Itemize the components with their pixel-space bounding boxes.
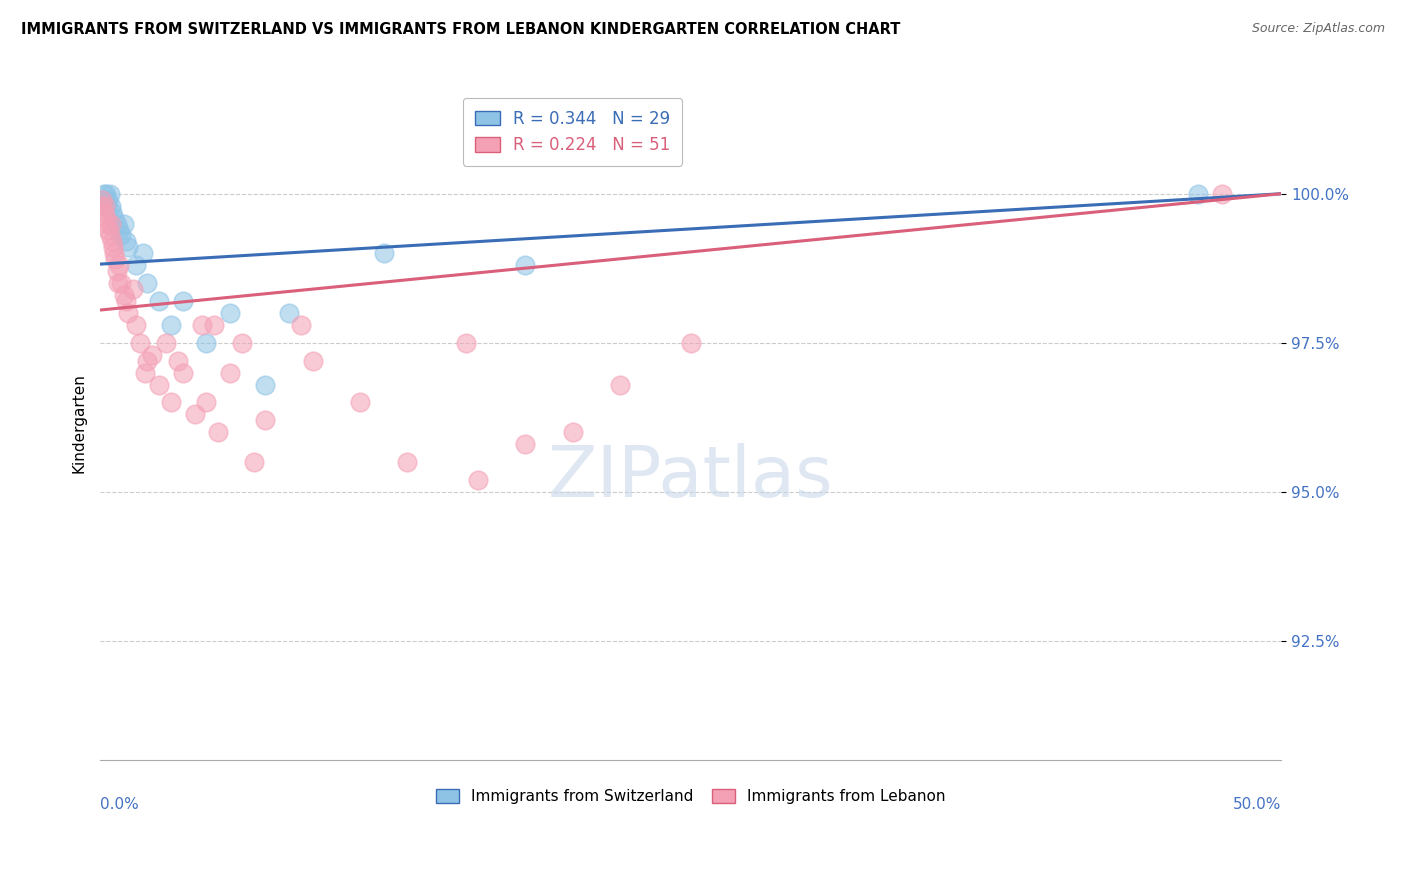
Point bbox=[105, 264, 128, 278]
Point bbox=[101, 240, 124, 254]
Y-axis label: Kindergarten: Kindergarten bbox=[72, 374, 86, 474]
Point bbox=[90, 199, 112, 213]
Point bbox=[301, 353, 323, 368]
Point bbox=[373, 246, 395, 260]
Point bbox=[136, 353, 159, 368]
Point bbox=[97, 193, 120, 207]
Point bbox=[160, 318, 183, 332]
Point bbox=[103, 246, 125, 260]
Point bbox=[94, 211, 117, 225]
Point bbox=[134, 366, 156, 380]
Point bbox=[219, 366, 242, 380]
Point bbox=[94, 199, 117, 213]
Point bbox=[104, 252, 127, 267]
Point bbox=[97, 222, 120, 236]
Point bbox=[136, 276, 159, 290]
Point bbox=[290, 318, 312, 332]
Point bbox=[609, 377, 631, 392]
Point bbox=[115, 294, 138, 309]
Point bbox=[172, 294, 194, 309]
Point bbox=[131, 246, 153, 260]
Point bbox=[148, 294, 170, 309]
Point bbox=[195, 395, 218, 409]
Point bbox=[515, 437, 537, 451]
Point bbox=[112, 288, 135, 302]
Point bbox=[112, 217, 135, 231]
Point bbox=[110, 228, 132, 243]
Point bbox=[456, 335, 478, 350]
Point bbox=[254, 377, 277, 392]
Point bbox=[278, 306, 301, 320]
Text: ZIPatlas: ZIPatlas bbox=[548, 442, 834, 512]
Point bbox=[467, 473, 489, 487]
Point bbox=[141, 348, 163, 362]
Point bbox=[172, 366, 194, 380]
Text: 0.0%: 0.0% bbox=[100, 797, 139, 813]
Point bbox=[107, 276, 129, 290]
Legend: Immigrants from Switzerland, Immigrants from Lebanon: Immigrants from Switzerland, Immigrants … bbox=[426, 780, 955, 814]
Point bbox=[100, 217, 122, 231]
Point bbox=[115, 235, 138, 249]
Point bbox=[148, 377, 170, 392]
Point bbox=[96, 199, 118, 213]
Point bbox=[129, 335, 152, 350]
Point bbox=[155, 335, 177, 350]
Point bbox=[195, 335, 218, 350]
Point bbox=[93, 204, 115, 219]
Point bbox=[105, 217, 128, 231]
Point bbox=[219, 306, 242, 320]
Point bbox=[242, 455, 264, 469]
Point bbox=[94, 193, 117, 207]
Point bbox=[160, 395, 183, 409]
Point bbox=[96, 217, 118, 231]
Point bbox=[93, 186, 115, 201]
Point bbox=[100, 199, 122, 213]
Point bbox=[183, 408, 205, 422]
Point bbox=[103, 211, 125, 225]
Text: IMMIGRANTS FROM SWITZERLAND VS IMMIGRANTS FROM LEBANON KINDERGARTEN CORRELATION : IMMIGRANTS FROM SWITZERLAND VS IMMIGRANT… bbox=[21, 22, 900, 37]
Point bbox=[117, 240, 139, 254]
Point bbox=[167, 353, 190, 368]
Point bbox=[231, 335, 253, 350]
Point bbox=[122, 282, 145, 296]
Point bbox=[98, 228, 121, 243]
Point bbox=[396, 455, 419, 469]
Point bbox=[110, 276, 132, 290]
Point bbox=[101, 204, 124, 219]
Point bbox=[91, 199, 114, 213]
Point bbox=[202, 318, 225, 332]
Point bbox=[108, 222, 131, 236]
Point bbox=[98, 186, 121, 201]
Point bbox=[94, 186, 117, 201]
Point bbox=[679, 335, 702, 350]
Point bbox=[101, 235, 124, 249]
Point bbox=[108, 258, 131, 272]
Text: Source: ZipAtlas.com: Source: ZipAtlas.com bbox=[1251, 22, 1385, 36]
Point bbox=[190, 318, 212, 332]
Text: 50.0%: 50.0% bbox=[1233, 797, 1281, 813]
Point bbox=[124, 318, 146, 332]
Point bbox=[254, 413, 277, 427]
Point bbox=[561, 425, 583, 440]
Point bbox=[349, 395, 371, 409]
Point bbox=[124, 258, 146, 272]
Point bbox=[117, 306, 139, 320]
Point bbox=[91, 193, 114, 207]
Point bbox=[207, 425, 229, 440]
Point bbox=[1211, 186, 1233, 201]
Point bbox=[1187, 186, 1209, 201]
Point bbox=[515, 258, 537, 272]
